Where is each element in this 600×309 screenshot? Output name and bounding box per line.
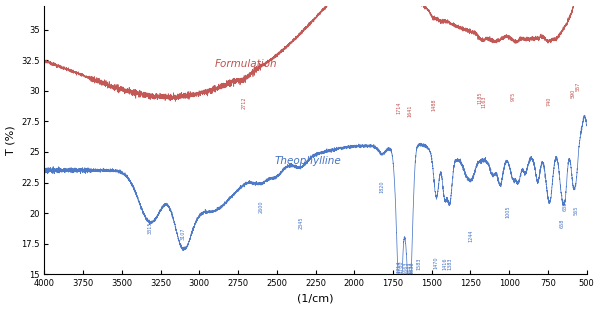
Text: Formulation: Formulation [215,59,277,69]
Text: 2712: 2712 [241,97,247,109]
Text: 1185: 1185 [478,92,483,104]
Text: 1163: 1163 [481,95,487,108]
Text: 1005: 1005 [506,205,511,218]
Text: 1663: 1663 [404,261,409,274]
Text: 3107: 3107 [180,227,185,240]
Text: 1641: 1641 [407,104,412,116]
Text: 1583: 1583 [416,258,421,270]
Text: Theophylline: Theophylline [274,156,341,166]
Text: 1630: 1630 [409,261,414,274]
Text: 2600: 2600 [259,201,264,213]
Text: 1714: 1714 [396,102,401,114]
Text: 1244: 1244 [469,230,474,242]
Text: 1383: 1383 [448,258,452,270]
Text: 3315: 3315 [148,221,153,234]
Y-axis label: T (%): T (%) [5,125,16,154]
Text: 557: 557 [575,82,580,91]
Text: 658: 658 [560,218,565,228]
Text: 590: 590 [570,89,575,98]
Text: 975: 975 [511,91,515,101]
Text: 1643: 1643 [407,261,412,274]
Text: 740: 740 [547,96,552,106]
Text: 1470: 1470 [434,257,439,269]
X-axis label: (1/cm): (1/cm) [297,294,334,303]
Text: 1416: 1416 [442,258,447,270]
Text: 2345: 2345 [298,216,304,229]
Text: 1700: 1700 [398,261,403,273]
Text: 565: 565 [574,206,579,215]
Text: 1488: 1488 [431,98,436,111]
Text: 1820: 1820 [380,181,385,193]
Text: 1714: 1714 [396,260,401,273]
Text: 638: 638 [563,201,568,210]
